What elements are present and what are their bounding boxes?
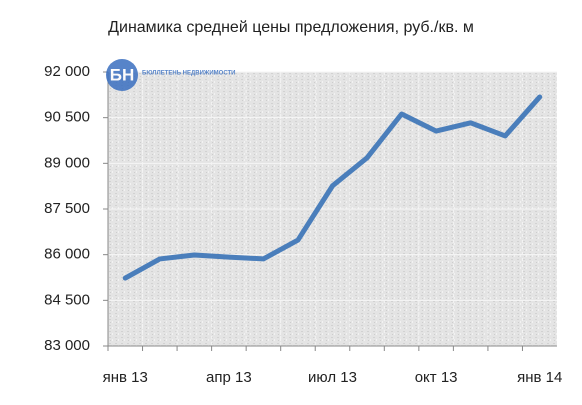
x-tick-label: янв 13 bbox=[103, 369, 148, 386]
series-line bbox=[122, 94, 543, 281]
x-tick-label: янв 14 bbox=[517, 369, 562, 386]
logo: БН БЮЛЛЕТЕНЬ НЕДВИЖИМОСТИ bbox=[106, 59, 236, 91]
y-tick-label: 89 000 bbox=[44, 154, 90, 171]
logo-circle bbox=[106, 59, 138, 91]
logo-mark: БН bbox=[110, 65, 135, 84]
logo-text: БЮЛЛЕТЕНЬ НЕДВИЖИМОСТИ bbox=[142, 71, 236, 77]
y-tick-label: 90 500 bbox=[44, 109, 90, 126]
y-tick-label: 83 000 bbox=[44, 337, 90, 354]
x-tick-label: июл 13 bbox=[308, 369, 357, 386]
y-tick-label: 92 000 bbox=[44, 63, 90, 80]
y-tick-label: 84 500 bbox=[44, 291, 90, 308]
x-tick-label: апр 13 bbox=[206, 369, 252, 386]
y-tick-label: 87 500 bbox=[44, 200, 90, 217]
chart-title: Динамика средней цены предложения, руб./… bbox=[108, 19, 474, 36]
y-tick-label: 86 000 bbox=[44, 246, 90, 263]
x-tick-label: окт 13 bbox=[415, 369, 458, 386]
